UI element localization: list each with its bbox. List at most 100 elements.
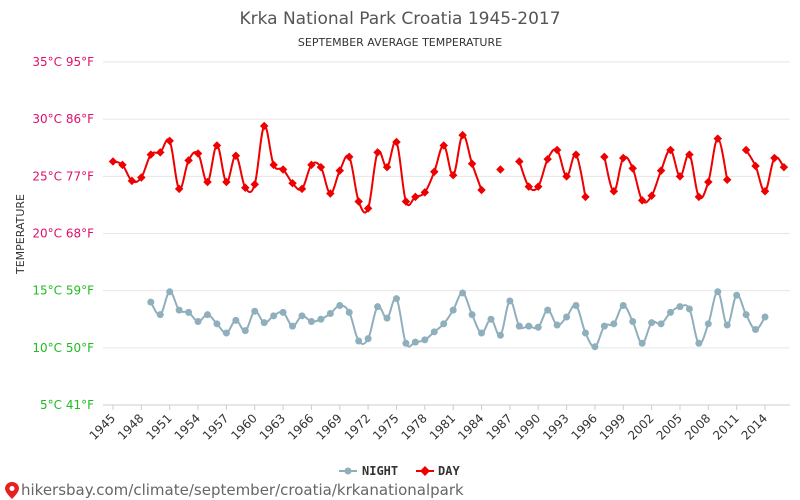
night-point[interactable] (402, 339, 410, 347)
night-point[interactable] (222, 329, 230, 337)
day-point[interactable] (581, 192, 590, 202)
night-point[interactable] (156, 311, 164, 319)
day-point[interactable] (174, 184, 184, 194)
day-point[interactable] (269, 160, 278, 170)
night-point[interactable] (364, 335, 372, 343)
night-point[interactable] (704, 320, 712, 328)
night-point[interactable] (648, 319, 656, 327)
night-point[interactable] (581, 329, 589, 337)
night-point[interactable] (468, 311, 476, 319)
day-point[interactable] (401, 197, 411, 206)
day-point[interactable] (458, 130, 467, 140)
day-point[interactable] (600, 152, 609, 162)
day-point[interactable] (770, 153, 779, 163)
night-point[interactable] (147, 298, 155, 306)
day-point[interactable] (108, 157, 118, 166)
night-point[interactable] (496, 331, 504, 339)
day-point[interactable] (184, 156, 193, 165)
day-point[interactable] (373, 148, 382, 157)
legend-item-night[interactable]: NIGHT (339, 464, 398, 478)
night-point[interactable] (572, 302, 580, 310)
day-point[interactable] (392, 137, 401, 147)
night-point[interactable] (506, 297, 514, 305)
day-point[interactable] (335, 166, 345, 175)
night-point[interactable] (638, 339, 646, 347)
night-point[interactable] (761, 313, 769, 321)
day-point[interactable] (448, 170, 458, 180)
footer[interactable]: hikersbay.com/climate/september/croatia/… (5, 481, 464, 499)
night-point[interactable] (591, 343, 599, 351)
night-point[interactable] (685, 305, 693, 313)
night-point[interactable] (374, 303, 382, 311)
night-point[interactable] (194, 318, 202, 326)
night-point[interactable] (326, 310, 334, 318)
night-point[interactable] (459, 289, 467, 297)
day-point[interactable] (496, 165, 505, 174)
day-point[interactable] (382, 162, 392, 172)
day-point[interactable] (439, 141, 448, 150)
day-point[interactable] (146, 150, 156, 159)
day-point[interactable] (127, 176, 137, 186)
night-point[interactable] (336, 302, 344, 310)
legend-item-day[interactable]: DAY (416, 464, 460, 478)
night-point[interactable] (411, 338, 419, 346)
night-point[interactable] (478, 329, 486, 337)
day-point[interactable] (628, 164, 637, 173)
day-point[interactable] (713, 134, 722, 143)
day-point[interactable] (694, 192, 704, 202)
day-point[interactable] (363, 204, 373, 213)
night-point[interactable] (307, 318, 315, 326)
day-point[interactable] (241, 183, 250, 193)
night-point[interactable] (534, 323, 542, 331)
night-point[interactable] (600, 322, 608, 330)
night-point[interactable] (714, 288, 722, 296)
day-point[interactable] (467, 159, 477, 168)
day-point[interactable] (212, 141, 222, 150)
night-point[interactable] (203, 311, 211, 319)
night-point[interactable] (733, 291, 741, 299)
night-point[interactable] (752, 326, 760, 334)
day-point[interactable] (231, 151, 241, 160)
day-point[interactable] (316, 162, 326, 172)
night-point[interactable] (619, 302, 627, 310)
day-point[interactable] (411, 192, 420, 202)
night-point[interactable] (279, 308, 287, 316)
night-point[interactable] (251, 307, 259, 315)
night-point[interactable] (355, 337, 363, 345)
day-point[interactable] (250, 180, 259, 189)
day-point[interactable] (430, 167, 439, 177)
night-point[interactable] (392, 295, 400, 303)
night-point[interactable] (298, 312, 306, 320)
day-point[interactable] (137, 173, 146, 182)
night-point[interactable] (185, 308, 193, 316)
night-point[interactable] (525, 322, 533, 330)
night-point[interactable] (440, 320, 448, 328)
day-point[interactable] (165, 136, 174, 146)
night-point[interactable] (563, 313, 571, 321)
day-point[interactable] (278, 165, 288, 174)
night-point[interactable] (166, 288, 174, 296)
night-point[interactable] (421, 336, 429, 344)
night-point[interactable] (723, 321, 731, 329)
day-point[interactable] (156, 148, 165, 157)
night-point[interactable] (676, 303, 684, 311)
footer-url[interactable]: hikersbay.com/climate/september/croatia/… (21, 481, 464, 499)
night-point[interactable] (430, 328, 438, 336)
night-point[interactable] (289, 322, 297, 330)
day-point[interactable] (259, 121, 269, 131)
day-point[interactable] (193, 149, 203, 158)
night-point[interactable] (544, 306, 552, 314)
night-point[interactable] (449, 306, 457, 314)
day-point[interactable] (515, 157, 524, 166)
night-point[interactable] (383, 314, 391, 322)
night-point[interactable] (553, 321, 561, 329)
night-point[interactable] (657, 320, 665, 328)
night-point[interactable] (629, 318, 637, 326)
day-point[interactable] (543, 154, 552, 164)
day-point[interactable] (307, 160, 316, 170)
day-point[interactable] (354, 197, 363, 206)
night-point[interactable] (695, 339, 703, 347)
day-point[interactable] (704, 177, 713, 187)
night-point[interactable] (270, 312, 278, 320)
night-point[interactable] (345, 308, 353, 316)
